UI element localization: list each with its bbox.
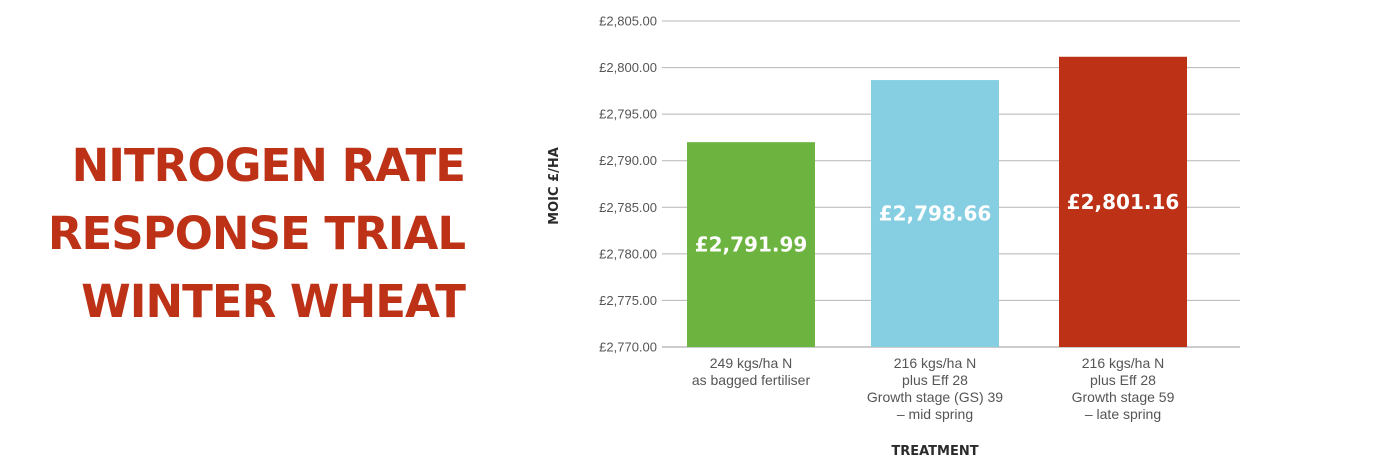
bar — [687, 142, 815, 347]
y-tick-label: £2,790.00 — [599, 153, 657, 168]
y-tick-label: £2,785.00 — [599, 200, 657, 215]
y-tick-label: £2,775.00 — [599, 293, 657, 308]
y-axis-title: MOIC £/HA — [547, 147, 562, 225]
title-line-3: WINTER WHEAT — [81, 275, 466, 328]
y-tick-label: £2,800.00 — [599, 60, 657, 75]
bar-value-label: £2,798.66 — [879, 202, 992, 226]
y-tick-label: £2,770.00 — [599, 340, 657, 355]
y-tick-label: £2,795.00 — [599, 107, 657, 122]
bar — [871, 80, 999, 347]
title-line-2: RESPONSE TRIAL — [47, 207, 466, 260]
chart-title: NITROGEN RATE RESPONSE TRIAL WINTER WHEA… — [40, 132, 466, 336]
bar — [1059, 56, 1187, 348]
title-line-1: NITROGEN RATE — [71, 139, 466, 192]
x-axis-title: TREATMENT — [891, 444, 978, 459]
bar-value-label: £2,801.16 — [1067, 190, 1180, 214]
y-tick-label: £2,780.00 — [599, 246, 657, 261]
bar-value-label: £2,791.99 — [695, 233, 808, 257]
y-tick-label: £2,805.00 — [599, 14, 657, 29]
